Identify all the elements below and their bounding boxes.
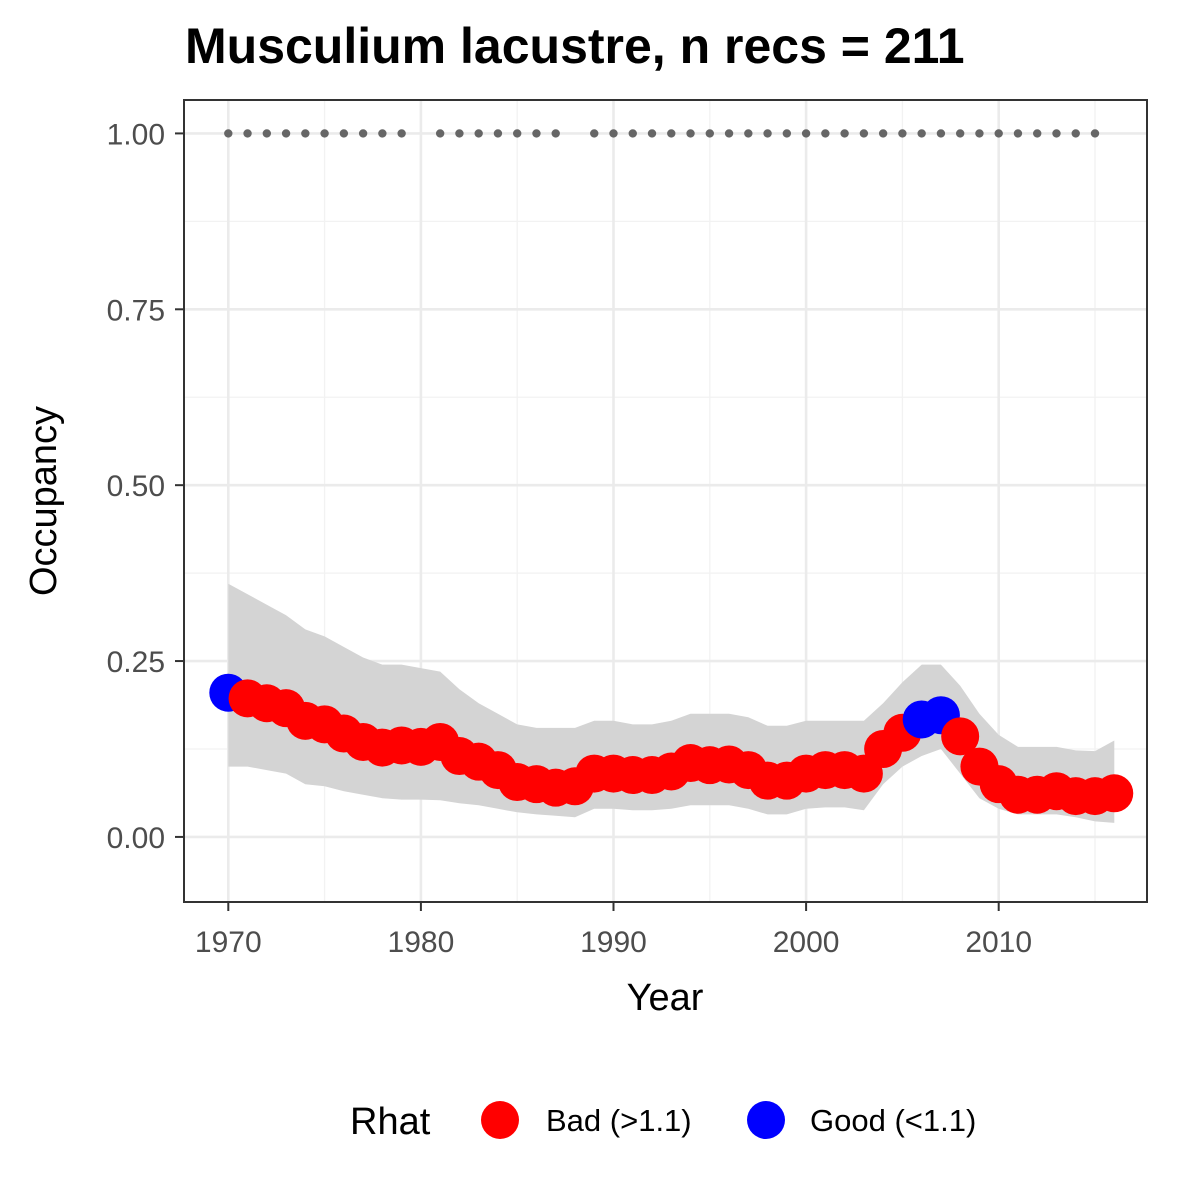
record-year-dot (455, 129, 464, 138)
record-year-dot (667, 129, 676, 138)
record-year-dot (917, 129, 926, 138)
record-year-dot (1033, 129, 1042, 138)
y-tick-label: 0.00 (107, 822, 165, 855)
record-year-dot (397, 129, 406, 138)
record-year-dot (898, 129, 907, 138)
record-year-dot (782, 129, 792, 138)
record-year-dot (590, 129, 599, 138)
record-year-dot (609, 129, 618, 138)
record-year-dot (474, 129, 483, 138)
y-axis-title: Occupancy (23, 406, 65, 596)
x-tick-label: 1980 (388, 926, 455, 959)
legend-key-bad (481, 1101, 519, 1139)
legend-label-bad: Bad (>1.1) (546, 1103, 692, 1138)
x-axis-title: Year (627, 977, 704, 1019)
record-year-dot (724, 129, 734, 138)
x-tick-label: 1970 (195, 926, 262, 959)
record-year-dot (1013, 129, 1023, 138)
record-year-dot (647, 129, 657, 138)
record-year-dot (378, 129, 387, 138)
record-year-dot (801, 129, 811, 138)
record-year-dot (320, 129, 329, 138)
y-axis: 0.00 0.25 0.50 0.75 1.00 (107, 118, 184, 855)
record-year-dot (532, 129, 541, 138)
record-year-dot (512, 129, 522, 138)
record-year-dot (358, 129, 368, 138)
record-year-dot (744, 129, 753, 138)
legend-title: Rhat (350, 1101, 431, 1143)
record-year-dot (975, 129, 984, 138)
legend-label-good: Good (<1.1) (810, 1103, 976, 1138)
x-axis: 1970 1980 1990 2000 2010 (195, 902, 1032, 959)
record-year-dot (301, 129, 310, 138)
y-tick-label: 0.50 (107, 470, 165, 503)
record-year-dot (840, 129, 849, 138)
record-year-dot (224, 129, 233, 138)
record-year-dot (262, 129, 272, 138)
y-tick-label: 0.75 (107, 294, 165, 327)
chart-title: Musculium lacustre, n recs = 211 (185, 18, 965, 74)
record-year-dot (705, 129, 714, 138)
point-bad-rhat (941, 717, 980, 756)
record-year-dot (628, 129, 637, 138)
x-tick-label: 2000 (773, 926, 840, 959)
legend: Rhat Bad (>1.1) Good (<1.1) (350, 1101, 976, 1143)
record-year-dot (551, 129, 560, 138)
record-years (224, 129, 1100, 138)
x-tick-label: 1990 (580, 926, 647, 959)
record-year-dot (955, 129, 965, 138)
y-tick-label: 0.25 (107, 646, 165, 679)
plot-border (183, 99, 1148, 903)
record-year-dot (936, 129, 946, 138)
record-year-dot (1071, 129, 1080, 138)
record-year-dot (686, 129, 695, 138)
record-year-dot (493, 129, 503, 138)
record-year-dot (763, 129, 772, 138)
record-year-dot (994, 129, 1003, 138)
record-year-dot (821, 129, 830, 138)
y-tick-label: 1.00 (107, 118, 165, 151)
record-year-dot (243, 129, 252, 138)
occupancy-points (209, 673, 1134, 816)
point-bad-rhat (1095, 774, 1134, 813)
record-year-dot (1090, 129, 1100, 138)
record-year-dot (281, 129, 291, 138)
x-tick-label: 2010 (965, 926, 1032, 959)
legend-key-good (747, 1101, 785, 1139)
record-year-dot (878, 129, 888, 138)
record-year-dot (339, 129, 349, 138)
record-year-dot (435, 129, 445, 138)
record-year-dot (1052, 129, 1061, 138)
record-year-dot (859, 129, 869, 138)
